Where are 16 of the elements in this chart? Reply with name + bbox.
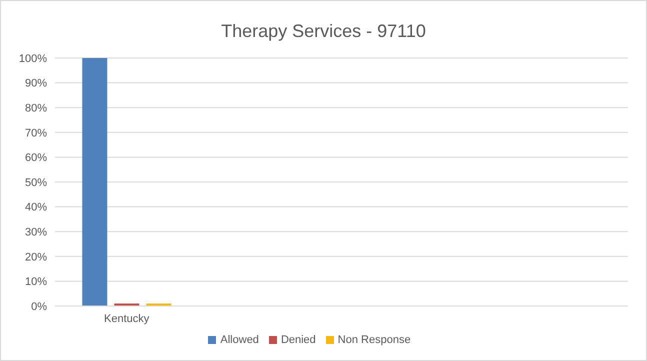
y-tick-label: 0%: [31, 300, 48, 313]
y-tick-label: 100%: [18, 52, 48, 65]
y-tick-label: 70%: [24, 127, 48, 140]
y-tick-label: 60%: [24, 152, 48, 164]
x-tick-label: Kentucky: [104, 312, 150, 325]
y-tick-label: 20%: [24, 251, 48, 264]
legend-label: Denied: [280, 334, 316, 346]
legend-label: Allowed: [220, 334, 259, 346]
y-tick-label: 30%: [24, 226, 48, 239]
y-tick-label: 10%: [24, 276, 48, 288]
y-tick-label: 80%: [24, 102, 48, 115]
y-tick-label: 50%: [24, 176, 48, 189]
y-tick-label: 40%: [24, 202, 48, 214]
legend-label: Non Response: [338, 334, 411, 346]
chart-title: Therapy Services - 97110: [220, 21, 427, 42]
y-tick-label: 90%: [24, 78, 48, 90]
